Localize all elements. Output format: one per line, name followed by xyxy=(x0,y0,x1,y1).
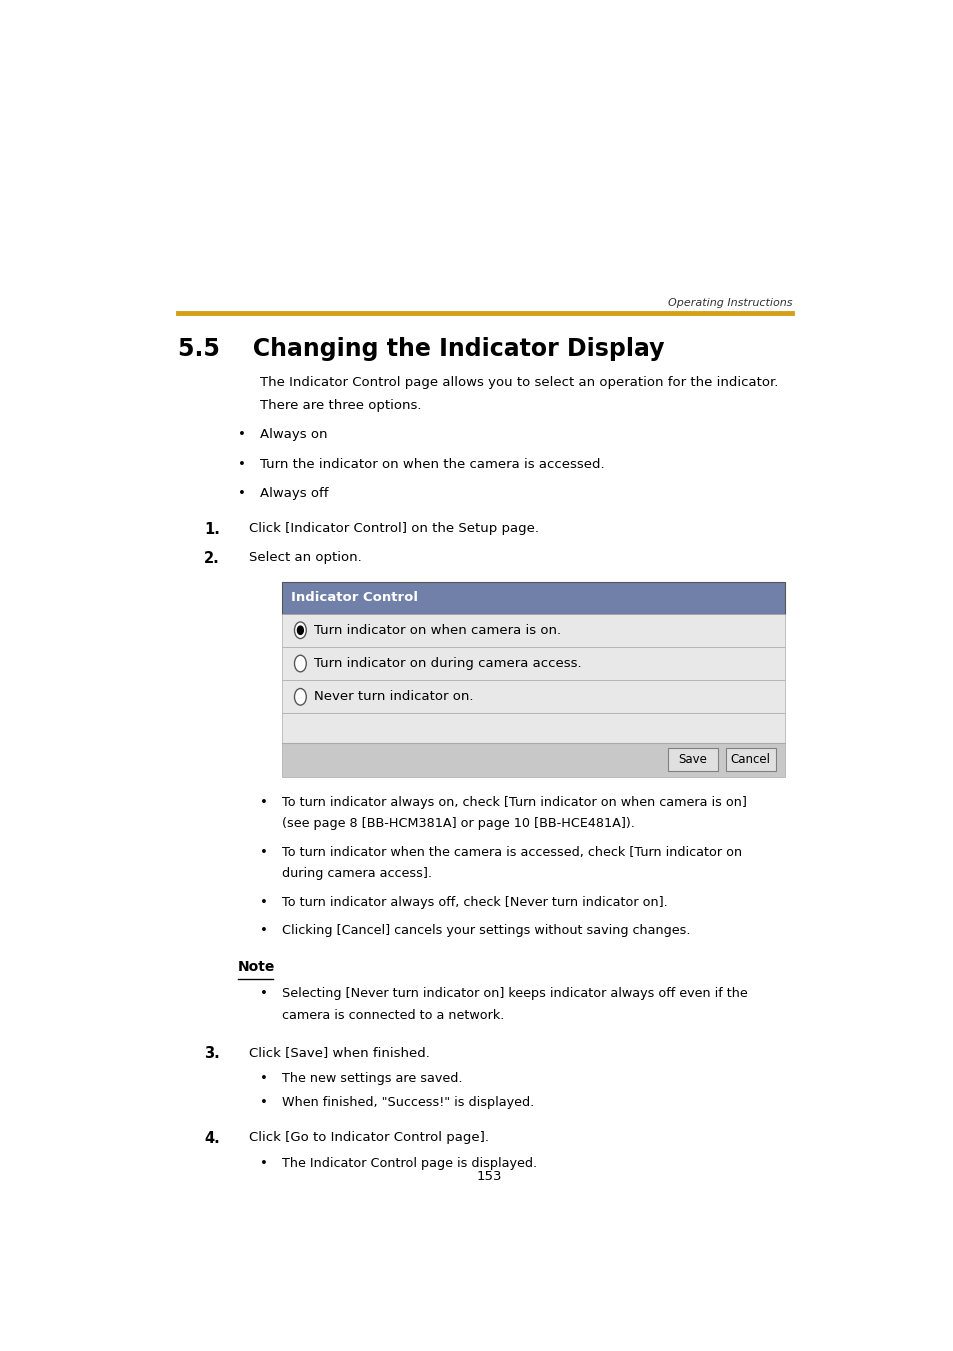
Text: Click [Save] when finished.: Click [Save] when finished. xyxy=(249,1047,429,1059)
Text: camera is connected to a network.: camera is connected to a network. xyxy=(282,1009,504,1021)
Text: 1.: 1. xyxy=(204,521,220,538)
Text: Never turn indicator on.: Never turn indicator on. xyxy=(314,690,473,704)
FancyBboxPatch shape xyxy=(282,713,783,743)
Text: •: • xyxy=(237,428,245,442)
Circle shape xyxy=(294,689,306,705)
FancyBboxPatch shape xyxy=(667,748,718,771)
Text: Note: Note xyxy=(237,961,274,974)
Text: Always on: Always on xyxy=(259,428,327,442)
FancyBboxPatch shape xyxy=(282,647,783,680)
Text: Turn the indicator on when the camera is accessed.: Turn the indicator on when the camera is… xyxy=(259,458,603,470)
Text: during camera access].: during camera access]. xyxy=(282,867,432,881)
Text: The new settings are saved.: The new settings are saved. xyxy=(282,1073,462,1085)
Text: The Indicator Control page allows you to select an operation for the indicator.: The Indicator Control page allows you to… xyxy=(259,377,778,389)
Text: •: • xyxy=(259,896,268,908)
Text: Always off: Always off xyxy=(259,486,328,500)
Text: To turn indicator when the camera is accessed, check [Turn indicator on: To turn indicator when the camera is acc… xyxy=(282,846,741,859)
FancyBboxPatch shape xyxy=(282,680,783,713)
Text: Turn indicator on when camera is on.: Turn indicator on when camera is on. xyxy=(314,624,560,636)
Text: 2.: 2. xyxy=(204,551,220,566)
Text: •: • xyxy=(237,486,245,500)
Circle shape xyxy=(294,621,306,639)
Text: •: • xyxy=(259,924,268,936)
Text: •: • xyxy=(259,1156,268,1170)
Text: Turn indicator on during camera access.: Turn indicator on during camera access. xyxy=(314,657,580,670)
Text: When finished, "Success!" is displayed.: When finished, "Success!" is displayed. xyxy=(282,1096,534,1109)
Text: 5.5    Changing the Indicator Display: 5.5 Changing the Indicator Display xyxy=(178,336,664,361)
Text: Clicking [Cancel] cancels your settings without saving changes.: Clicking [Cancel] cancels your settings … xyxy=(282,924,690,936)
FancyBboxPatch shape xyxy=(282,582,783,613)
Text: Operating Instructions: Operating Instructions xyxy=(667,297,791,308)
FancyBboxPatch shape xyxy=(724,748,775,771)
Circle shape xyxy=(297,626,303,635)
Text: •: • xyxy=(259,1096,268,1109)
Text: Selecting [Never turn indicator on] keeps indicator always off even if the: Selecting [Never turn indicator on] keep… xyxy=(282,988,747,1000)
Circle shape xyxy=(294,655,306,671)
Text: •: • xyxy=(237,458,245,470)
FancyBboxPatch shape xyxy=(282,743,783,777)
Text: Indicator Control: Indicator Control xyxy=(291,592,417,604)
Text: 153: 153 xyxy=(476,1170,501,1183)
Text: There are three options.: There are three options. xyxy=(259,400,421,412)
Text: To turn indicator always on, check [Turn indicator on when camera is on]: To turn indicator always on, check [Turn… xyxy=(282,796,746,809)
Text: Select an option.: Select an option. xyxy=(249,551,361,565)
Text: Click [Indicator Control] on the Setup page.: Click [Indicator Control] on the Setup p… xyxy=(249,521,538,535)
Text: Save: Save xyxy=(678,754,707,766)
Text: (see page 8 [BB-HCM381A] or page 10 [BB-HCE481A]).: (see page 8 [BB-HCM381A] or page 10 [BB-… xyxy=(282,817,634,831)
Text: •: • xyxy=(259,1073,268,1085)
Text: •: • xyxy=(259,988,268,1000)
Text: To turn indicator always off, check [Never turn indicator on].: To turn indicator always off, check [Nev… xyxy=(282,896,667,908)
Text: Click [Go to Indicator Control page].: Click [Go to Indicator Control page]. xyxy=(249,1131,488,1143)
Text: •: • xyxy=(259,846,268,859)
Text: Cancel: Cancel xyxy=(730,754,770,766)
Text: 4.: 4. xyxy=(204,1131,220,1146)
FancyBboxPatch shape xyxy=(282,613,783,647)
Text: The Indicator Control page is displayed.: The Indicator Control page is displayed. xyxy=(282,1156,537,1170)
Text: •: • xyxy=(259,796,268,809)
Text: 3.: 3. xyxy=(204,1047,220,1062)
